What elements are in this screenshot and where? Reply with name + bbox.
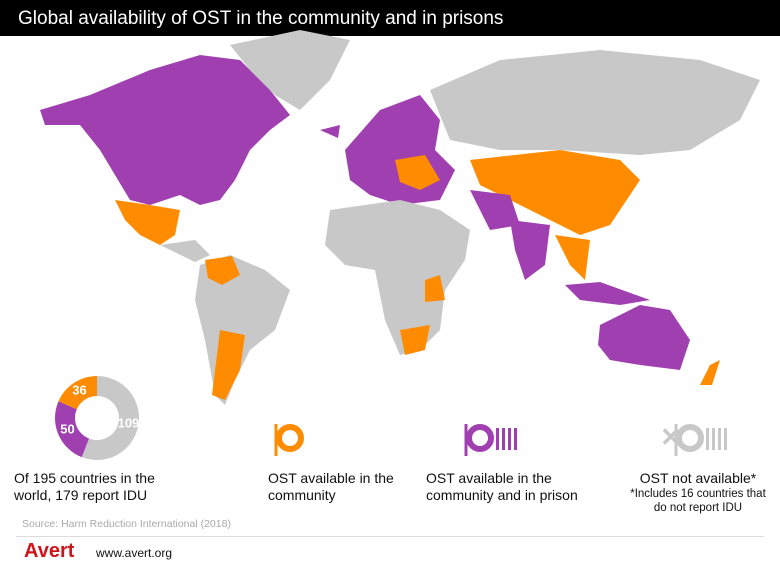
logo: Avert [24,540,75,562]
legend-icon [508,428,511,450]
donut-slice [81,376,139,460]
legend-icon [718,428,721,450]
divider [16,536,764,537]
donut-caption: Of 195 countries in the world, 179 repor… [14,470,155,503]
title-bar [0,0,780,36]
data-label: 109 [118,415,140,430]
title: Global availability of OST in the commun… [18,8,504,29]
donut-slice [54,401,90,458]
legend-icon: ✕ [660,422,682,452]
legend-icon [514,428,517,450]
data-label: 36 [72,383,86,398]
legend-icon [276,424,304,452]
legend-icon [502,428,505,450]
legend-label: OST available in the community [268,470,394,503]
data-label: 50 [60,422,74,437]
legend-icon [712,428,715,450]
legend-label: OST not available* [639,470,757,486]
legend-icon [466,424,494,452]
footnote: *Includes 16 countries that do not repor… [630,488,766,514]
legend-icon [724,428,727,450]
legend-label: OST available in the community and in pr… [426,470,578,503]
legend-icon [496,428,499,450]
legend-icon [676,424,704,452]
legend-icon [706,428,709,450]
url: www.avert.org [96,546,173,560]
source: Source: Harm Reduction International (20… [22,518,231,530]
donut-slice [58,376,97,410]
